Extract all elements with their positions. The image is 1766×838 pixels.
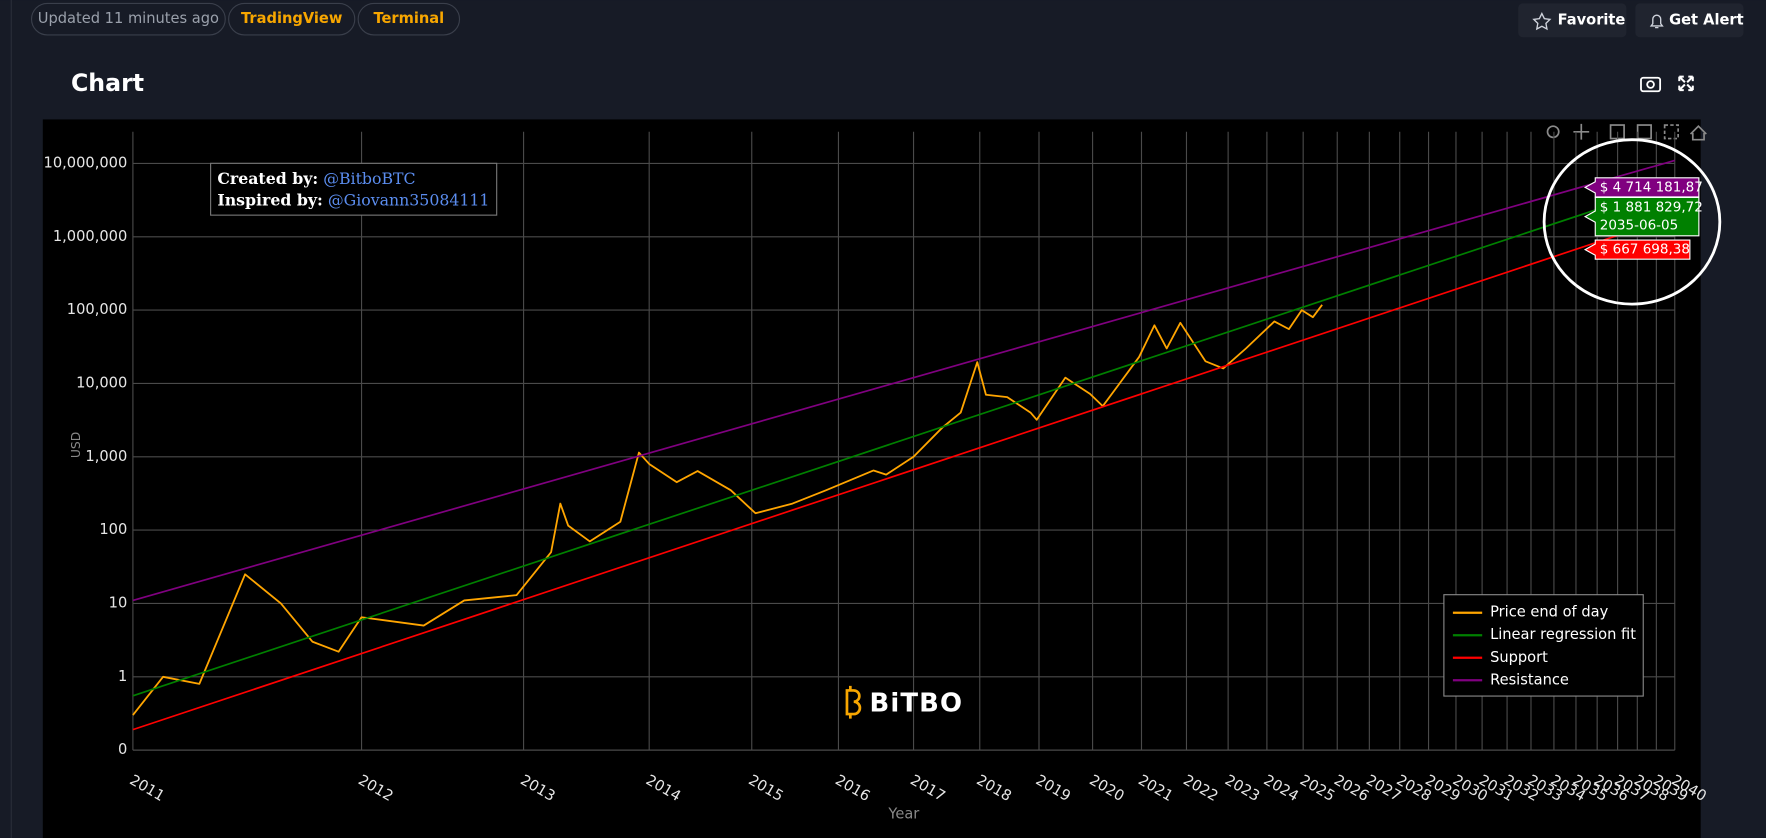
updated-pill [30, 2, 226, 36]
y-axis-title: USD [69, 432, 83, 458]
terminal-text[interactable]: Terminal [373, 10, 444, 27]
y-tick-label: 100,000 [67, 301, 127, 318]
y-tick-label: 1 [118, 668, 127, 685]
favorite-text[interactable]: Favorite [1558, 11, 1626, 28]
alert-button[interactable] [1635, 3, 1744, 38]
credit-label: Created by: [217, 169, 318, 188]
series-line [132, 215, 1676, 731]
panel-title: Chart [71, 69, 144, 97]
y-tick-label: 10,000 [76, 374, 127, 391]
logo-text: BiTBO [869, 688, 963, 718]
hover-box [1583, 239, 1691, 260]
series-line [132, 159, 1676, 602]
hover-value: $ 4 714 181,87 [1600, 179, 1703, 195]
hover-box [1583, 177, 1700, 198]
tradingview-link[interactable] [228, 2, 356, 36]
credit-line: Created by: @BitboBTC [217, 169, 415, 188]
y-tick-label: 10 [109, 594, 128, 611]
credit-line: Inspired by: @Giovann35084111 [217, 190, 489, 209]
credit-label: Inspired by: [217, 190, 322, 209]
y-tick-label: 0 [118, 741, 127, 758]
credit-handle: @Giovann35084111 [328, 190, 490, 209]
legend-label: Support [1490, 649, 1548, 666]
credits-box [210, 162, 498, 216]
hover-value: $ 667 698,38 [1600, 242, 1690, 258]
legend-label: Resistance [1490, 671, 1569, 688]
hover-value: $ 1 881 829,72 [1600, 200, 1703, 216]
series-line [132, 304, 1323, 716]
y-tick-label: 1,000 [85, 448, 127, 465]
camera-icon[interactable] [1640, 76, 1662, 93]
highlight-circle [1542, 138, 1722, 306]
star-icon [1532, 12, 1552, 31]
alert-text[interactable]: Get Alert [1669, 11, 1743, 28]
bell-icon [1649, 14, 1664, 29]
logo-icon [845, 685, 862, 719]
home-icon[interactable] [1689, 124, 1707, 141]
y-tick-label: 100 [99, 521, 127, 538]
x-axis-title: Year [887, 805, 920, 822]
updated-text: Updated 11 minutes ago [38, 10, 219, 27]
autoscale-icon[interactable] [1663, 124, 1679, 140]
zoom-icon[interactable] [1546, 125, 1560, 139]
camera-body[interactable] [1640, 76, 1662, 93]
fullscreen-icon[interactable] [1678, 75, 1694, 92]
tradingview-text[interactable]: TradingView [241, 10, 342, 27]
plot: 0 1 10 100 1,000 10,000 100,000 1,000,000 10,000… [44, 131, 1709, 822]
legend-label: Price end of day [1490, 604, 1609, 621]
hover-label: $ 1 881 829,72 2035-06-05 [1583, 196, 1703, 237]
legend-label: Linear regression fit [1490, 626, 1636, 643]
camera-lens[interactable] [1646, 80, 1655, 89]
y-tick-label: 1,000,000 [53, 228, 127, 245]
chart-panel [42, 119, 1701, 838]
hover-box [1583, 196, 1700, 237]
terminal-link[interactable] [357, 2, 461, 36]
hover-label: $ 667 698,38 [1583, 239, 1691, 260]
hover-label: $ 4 714 181,87 [1583, 177, 1703, 198]
series-line [132, 182, 1676, 697]
y-tick-label: 10,000,000 [44, 154, 128, 171]
credit-handle: @BitboBTC [323, 169, 415, 188]
hover-date: 2035-06-05 [1600, 218, 1678, 234]
